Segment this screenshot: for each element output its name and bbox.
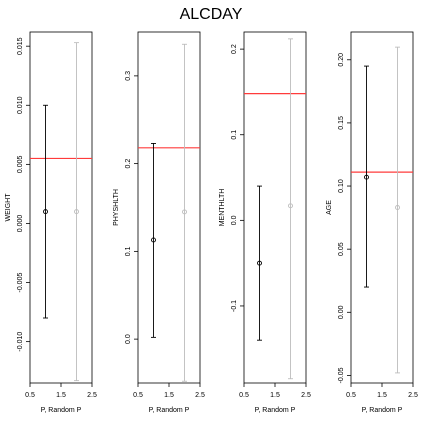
x-tick-label: 2.5 [301, 392, 311, 399]
panel-physhlth: 0.0 0.1 0.2 0.3 PHYSHLTH 0.5 1.5 2.5 P, Random P [113, 31, 205, 414]
y-tick-label: -0.010 [17, 332, 24, 352]
y-axis-label: AGE [326, 200, 333, 215]
x-tick-label: 0.5 [346, 392, 356, 399]
y-tick-label: 0.1 [231, 130, 238, 140]
x-axis-label: P, Random P [362, 407, 403, 414]
plot-frame [243, 31, 307, 384]
random-point [182, 209, 187, 215]
y-tick-label: -0.05 [338, 367, 345, 383]
y-tick-label: 0.2 [125, 159, 132, 169]
y-tick-label: 0.3 [125, 71, 132, 81]
y-tick-label: 0.15 [338, 116, 345, 130]
y-tick-label: 0.0 [231, 215, 238, 225]
x-tick-label: 2.5 [195, 392, 205, 399]
x-tick-label: 2.5 [87, 392, 97, 399]
observed-point [43, 209, 48, 215]
x-tick-label: 0.5 [239, 392, 249, 399]
y-tick-label: 0.0 [125, 334, 132, 344]
y-axis-label: WEIGHT [5, 193, 12, 222]
y-tick-label: 0.1 [125, 246, 132, 256]
y-tick-label: 0.20 [338, 53, 345, 67]
y-axis-label: PHYSHLTH [113, 189, 120, 226]
y-tick-label: 0.00 [338, 305, 345, 319]
x-tick-label: 1.5 [377, 392, 387, 399]
y-tick-label: 0.2 [231, 44, 238, 54]
panel-age: -0.05 0.00 0.05 0.10 0.15 0.20 AGE 0.5 1.5 2.5 P, … [326, 31, 418, 414]
y-tick-label: -0.005 [17, 273, 24, 293]
plot-frame [29, 31, 93, 384]
x-tick-label: 1.5 [56, 392, 66, 399]
plot-frame [137, 31, 201, 384]
random-point [395, 205, 400, 210]
panels: -0.010 -0.005 0.000 0.005 0.010 0.015 WEIGHT 0.… [5, 31, 418, 414]
y-tick-label: 0.010 [17, 96, 24, 114]
x-tick-label: 1.5 [270, 392, 280, 399]
observed-point [364, 174, 369, 180]
y-tick-label: 0.000 [17, 215, 24, 233]
y-axis-label: MENTHLTH [219, 189, 226, 227]
panel-weight: -0.010 -0.005 0.000 0.005 0.010 0.015 WEIGHT 0.… [5, 31, 97, 414]
x-tick-label: 0.5 [133, 392, 143, 399]
y-tick-label: 0.05 [338, 242, 345, 256]
plot-frame [350, 31, 414, 384]
figure-title: ALCDAY [180, 6, 243, 23]
x-axis-label: P, Random P [41, 407, 82, 414]
y-tick-label: -0.1 [231, 300, 238, 312]
x-tick-label: 1.5 [164, 392, 174, 399]
y-tick-label: 0.10 [338, 179, 345, 193]
observed-point [151, 237, 156, 243]
y-tick-label: 0.015 [17, 37, 24, 55]
x-axis-label: P, Random P [149, 407, 190, 414]
x-tick-label: 0.5 [25, 392, 35, 399]
x-axis-label: P, Random P [255, 407, 296, 414]
x-tick-label: 2.5 [408, 392, 418, 399]
observed-point [257, 260, 262, 266]
panel-menthlth: -0.1 0.0 0.1 0.2 MENTHLTH 0.5 1.5 2.5 P, Random … [219, 31, 311, 414]
y-tick-label: 0.005 [17, 156, 24, 174]
random-point [288, 203, 293, 209]
random-point [74, 209, 79, 215]
